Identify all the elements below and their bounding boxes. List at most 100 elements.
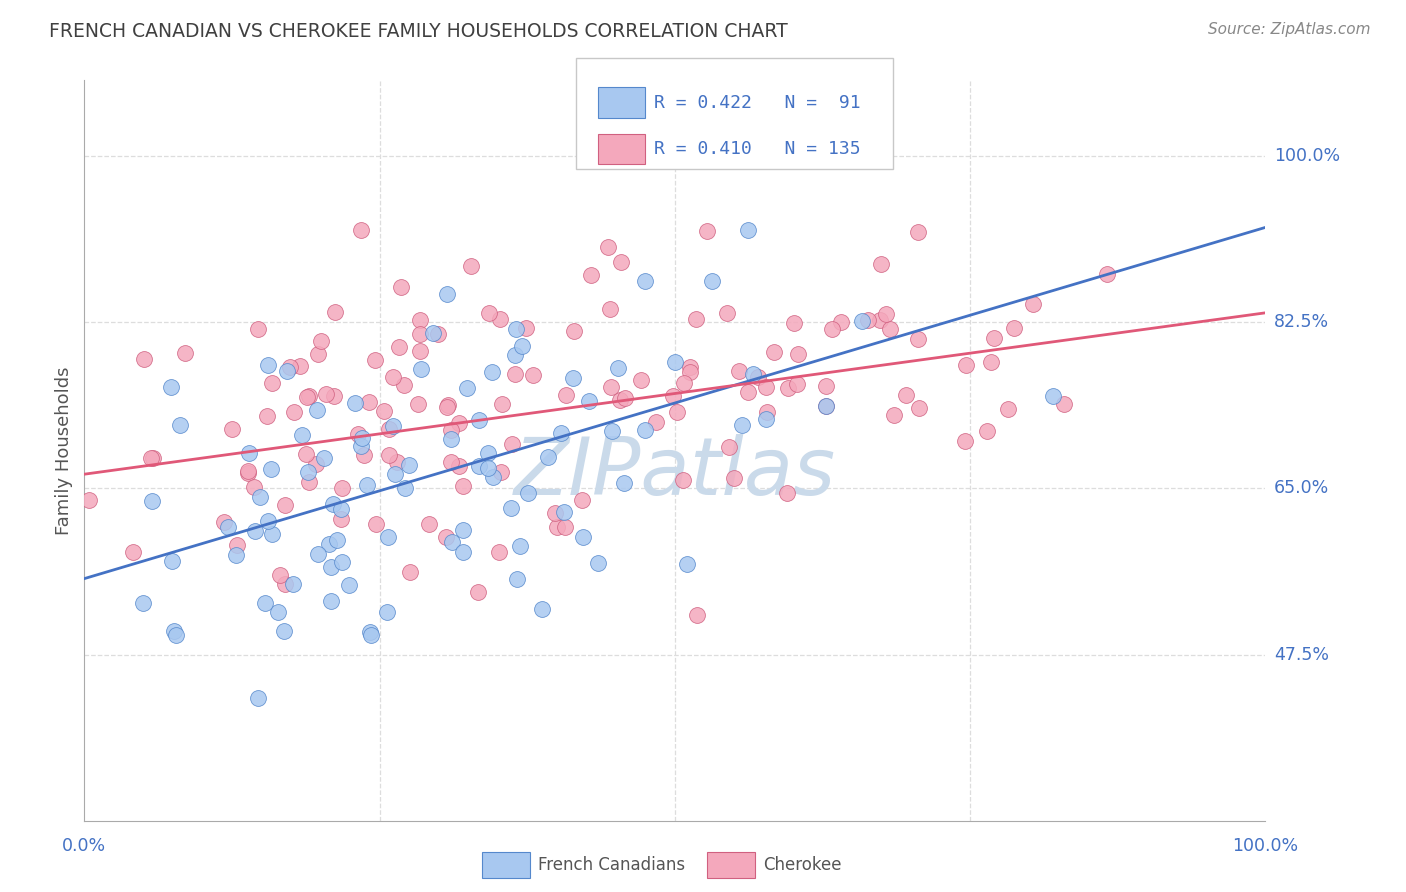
Text: ZIPatlas: ZIPatlas: [513, 434, 837, 512]
Point: [330, 511, 353, 525]
Point: [440, 455, 463, 469]
Point: [276, 363, 298, 377]
Point: [679, 359, 702, 374]
Point: [357, 395, 380, 409]
Point: [318, 537, 340, 551]
Point: [360, 628, 382, 642]
Point: [326, 533, 349, 547]
Point: [364, 517, 387, 532]
Point: [315, 386, 337, 401]
Point: [246, 691, 269, 706]
Point: [257, 359, 280, 373]
Point: [1042, 389, 1064, 403]
Point: [225, 548, 247, 562]
Point: [607, 360, 630, 375]
Point: [260, 462, 283, 476]
Point: [522, 368, 544, 383]
Point: [288, 359, 311, 373]
Point: [174, 346, 197, 360]
Point: [422, 326, 444, 341]
Point: [221, 422, 243, 436]
Point: [399, 565, 422, 579]
Point: [305, 457, 328, 471]
Point: [869, 312, 891, 326]
Point: [955, 358, 977, 372]
Point: [481, 470, 503, 484]
Point: [350, 223, 373, 237]
Point: [436, 400, 458, 414]
Point: [238, 446, 260, 460]
Point: [162, 554, 184, 568]
Point: [553, 505, 575, 519]
Point: [273, 577, 295, 591]
Point: [571, 492, 593, 507]
Point: [820, 322, 842, 336]
Point: [501, 437, 523, 451]
Point: [1095, 267, 1118, 281]
Point: [359, 624, 381, 639]
Point: [679, 365, 702, 379]
Point: [440, 534, 463, 549]
Point: [257, 514, 280, 528]
Point: [1021, 297, 1043, 311]
Point: [132, 596, 155, 610]
Text: Source: ZipAtlas.com: Source: ZipAtlas.com: [1208, 22, 1371, 37]
Text: 100.0%: 100.0%: [1232, 838, 1299, 855]
Point: [262, 527, 284, 541]
Point: [737, 223, 759, 237]
Text: 0.0%: 0.0%: [62, 838, 107, 855]
Text: 82.5%: 82.5%: [1274, 313, 1329, 331]
Point: [356, 478, 378, 492]
Point: [394, 481, 416, 495]
Point: [409, 313, 432, 327]
Point: [330, 555, 353, 569]
Point: [437, 397, 460, 411]
Point: [814, 400, 837, 414]
Point: [786, 377, 808, 392]
Point: [717, 440, 740, 454]
Point: [506, 572, 529, 586]
Text: R = 0.422   N =  91: R = 0.422 N = 91: [654, 94, 860, 112]
Point: [517, 486, 540, 500]
Point: [489, 466, 512, 480]
Point: [352, 431, 374, 445]
Point: [409, 343, 432, 358]
Point: [755, 380, 778, 394]
Point: [353, 448, 375, 462]
Point: [387, 340, 409, 354]
Point: [776, 485, 799, 500]
Point: [337, 578, 360, 592]
Point: [510, 338, 533, 352]
Point: [634, 274, 657, 288]
Point: [311, 334, 333, 348]
Point: [478, 306, 501, 320]
Point: [426, 326, 449, 341]
Point: [456, 381, 478, 395]
Point: [588, 556, 610, 570]
Point: [756, 404, 779, 418]
Point: [381, 418, 404, 433]
Point: [515, 320, 537, 334]
Point: [741, 368, 763, 382]
Y-axis label: Family Households: Family Households: [55, 367, 73, 534]
Point: [578, 394, 600, 409]
Point: [451, 523, 474, 537]
Point: [77, 493, 100, 508]
Point: [488, 312, 510, 326]
Point: [997, 402, 1019, 417]
Point: [537, 450, 560, 464]
Point: [139, 450, 162, 465]
Point: [409, 326, 432, 341]
Point: [531, 602, 554, 616]
Point: [325, 305, 347, 319]
Point: [564, 324, 586, 338]
Point: [434, 530, 457, 544]
Point: [610, 255, 633, 269]
Point: [702, 274, 724, 288]
Point: [411, 362, 433, 376]
Point: [737, 385, 759, 400]
Point: [662, 389, 685, 403]
Point: [467, 413, 489, 427]
Point: [418, 516, 440, 531]
Point: [273, 624, 295, 638]
